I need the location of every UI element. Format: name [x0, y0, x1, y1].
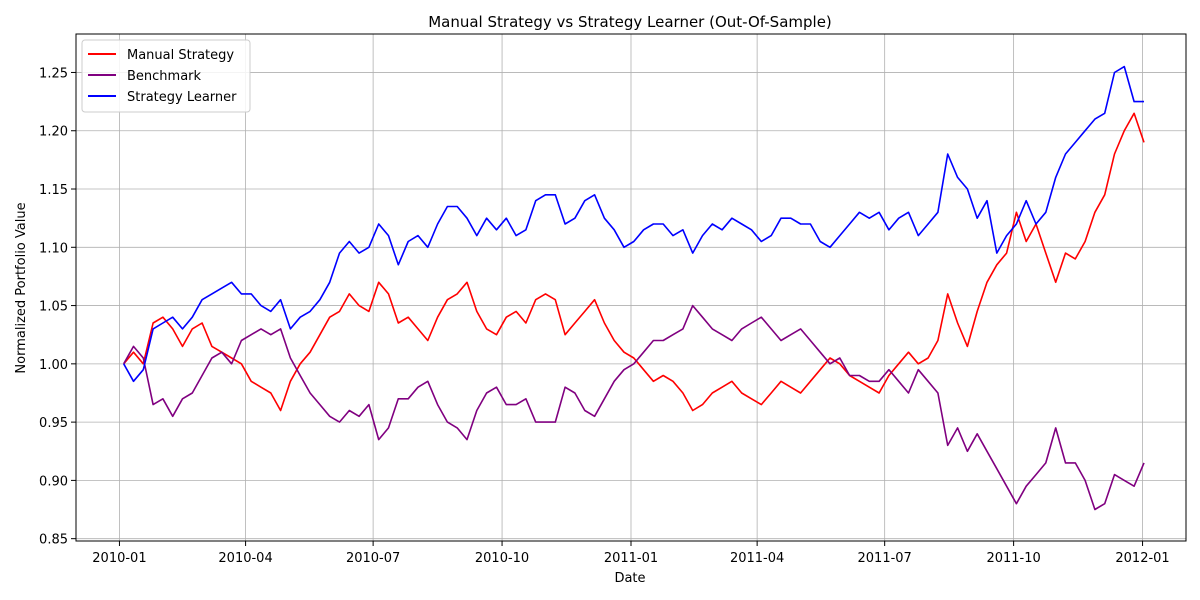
x-tick-label: 2011-01 [604, 551, 658, 566]
legend-box [81, 39, 251, 113]
x-tick-label: 2011-10 [986, 551, 1040, 566]
manual-strategy-line [123, 112, 1145, 412]
legend: Manual Strategy Benchmark Strategy Learner [81, 39, 251, 113]
x-tick-label: 2011-04 [730, 551, 784, 566]
y-tick-label: 1.00 [39, 358, 68, 373]
chart-title: Manual Strategy vs Strategy Learner (Out… [428, 13, 832, 31]
benchmark-line [123, 304, 1145, 511]
y-tick-label: 0.90 [39, 474, 68, 489]
y-tick-label: 0.85 [39, 533, 68, 548]
y-tick-label: 1.05 [39, 300, 68, 315]
strategy-learner-line [123, 65, 1144, 383]
y-axis-label: Normalized Portfolio Value [14, 202, 29, 373]
x-tick-label: 2010-01 [92, 551, 146, 566]
legend-label-benchmark: Benchmark [127, 69, 202, 84]
x-tick-label: 2012-01 [1115, 551, 1169, 566]
legend-label-strategy-learner: Strategy Learner [127, 90, 237, 105]
y-tick-label: 0.95 [39, 416, 68, 431]
y-axis: 0.85 0.90 0.95 1.00 1.05 1.10 1.15 1.20 1.25 [39, 66, 76, 548]
y-tick-label: 1.10 [39, 241, 68, 256]
x-axis-label: Date [614, 571, 645, 586]
y-tick-label: 1.25 [39, 66, 68, 81]
y-tick-label: 1.15 [39, 183, 68, 198]
x-tick-label: 2011-07 [858, 551, 912, 566]
series-layer [123, 65, 1145, 511]
x-tick-label: 2010-04 [218, 551, 272, 566]
x-tick-label: 2010-07 [346, 551, 400, 566]
legend-label-manual-strategy: Manual Strategy [127, 48, 234, 63]
x-tick-label: 2010-10 [475, 551, 529, 566]
y-tick-label: 1.20 [39, 125, 68, 140]
x-axis: 2010-01 2010-04 2010-07 2010-10 2011-01 2011-… [92, 541, 1170, 566]
grid-lines [76, 34, 1186, 541]
